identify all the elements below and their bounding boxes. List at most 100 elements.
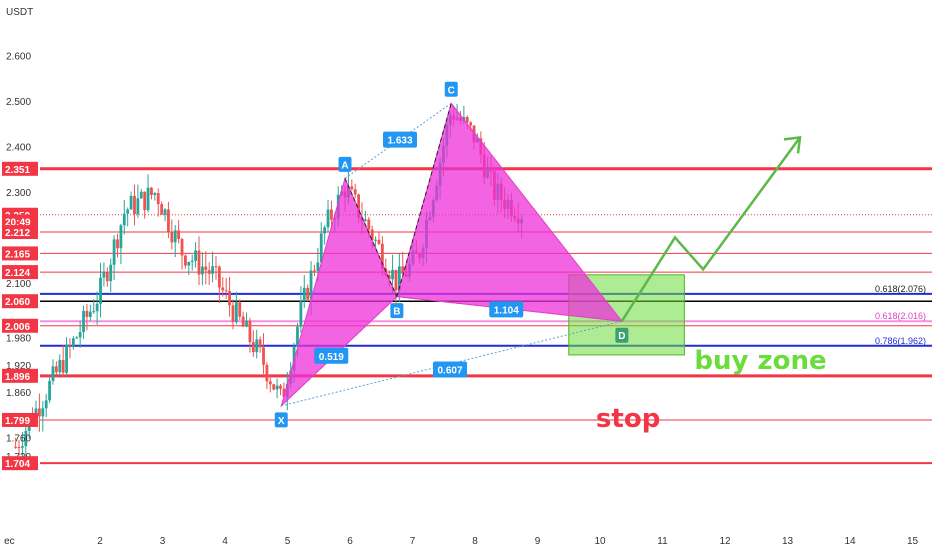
- candle-body: [313, 270, 316, 272]
- candle-body: [353, 189, 357, 195]
- candle-body: [177, 230, 181, 240]
- y-tick-label: 2.600: [6, 52, 31, 63]
- candle-body: [323, 227, 327, 234]
- candle-body: [245, 320, 248, 327]
- candle-body: [204, 266, 208, 271]
- candle-body: [24, 430, 28, 447]
- x-tick-label: 8: [472, 536, 478, 547]
- candle-body: [14, 446, 18, 448]
- candle-body: [150, 187, 153, 195]
- price-badge: [2, 265, 38, 280]
- x-tick-label: 7: [410, 536, 416, 547]
- candle-body: [82, 310, 85, 333]
- ratio-label: 1.104: [494, 305, 519, 316]
- candle-body: [258, 339, 262, 348]
- stop-text: stop: [596, 404, 660, 434]
- candle-body: [316, 262, 320, 271]
- candle-body: [102, 272, 106, 278]
- candle-body: [272, 384, 276, 390]
- price-badge-label: 1.704: [5, 459, 30, 470]
- point-badge: [390, 303, 404, 319]
- point-badge: [274, 412, 288, 428]
- candle-body: [126, 209, 130, 214]
- ratio-label: 0.519: [319, 352, 344, 363]
- candle-body: [326, 209, 330, 228]
- xd-connector: [281, 320, 622, 407]
- point-badge: [444, 81, 458, 97]
- candle-body: [105, 272, 109, 282]
- ratio-label: 1.633: [387, 136, 412, 147]
- candle-body: [228, 290, 231, 306]
- candle-body: [133, 195, 136, 215]
- candle-body: [397, 266, 401, 291]
- time-axis[interactable]: ec 2 3 4 5 6 7 8 9 10 11 12 13 14 15: [4, 536, 918, 547]
- candle-body: [184, 255, 187, 266]
- price-badge-label: 2.165: [5, 249, 30, 260]
- candle-body: [357, 194, 361, 218]
- fib-level-label: 0.786(1.962): [875, 336, 926, 346]
- candle-body: [265, 364, 269, 382]
- candle-body: [255, 339, 259, 353]
- candle-body: [44, 400, 48, 409]
- point-badge: [338, 156, 352, 172]
- price-badge-label: 1.896: [5, 372, 30, 383]
- currency-label: USDT: [6, 7, 33, 18]
- candle-body: [241, 316, 245, 327]
- price-badge-label: 1.799: [5, 416, 30, 427]
- candle-body: [238, 302, 242, 317]
- candle-body: [95, 303, 99, 312]
- candle-body: [61, 359, 65, 373]
- candle-body: [136, 198, 140, 215]
- candle-body: [319, 233, 323, 263]
- candle-body: [51, 366, 55, 382]
- candle-body: [217, 266, 221, 288]
- candle-body: [224, 290, 228, 292]
- x-tick-label: 12: [719, 536, 731, 547]
- fib-level-label: 0.618(2.076): [875, 284, 926, 294]
- price-badge-label: 2.006: [5, 322, 30, 333]
- price-badge-label: 2.124: [5, 268, 30, 279]
- candle-body: [363, 219, 367, 221]
- y-tick-label: 2.300: [6, 188, 31, 199]
- candle-body: [194, 250, 198, 261]
- candle-body: [268, 381, 272, 385]
- y-tick-label: 1.920: [6, 361, 31, 372]
- price-badge: [2, 456, 38, 471]
- candle-body: [197, 250, 201, 275]
- point-badge: [615, 327, 629, 343]
- candle-body: [367, 219, 371, 230]
- candle-body: [41, 408, 45, 417]
- x-tick-label: 3: [160, 536, 166, 547]
- candle-body: [119, 225, 123, 249]
- point-label: X: [278, 416, 285, 427]
- pattern-triangle: [280, 176, 398, 408]
- candle-body: [112, 239, 116, 265]
- candle-body: [173, 230, 177, 243]
- candle-body: [153, 193, 157, 195]
- projection-line: [620, 136, 802, 322]
- price-axis[interactable]: USDT2.6002.5002.4002.3002.1001.9801.9201…: [2, 7, 38, 471]
- ratio-badge: [433, 361, 467, 378]
- price-badge: [2, 412, 38, 427]
- price-badge-label: 2.351: [5, 165, 30, 176]
- candle-body: [163, 209, 167, 215]
- harmonic-pattern: X A B C D 1.633 0.519 0.607 1.104: [274, 81, 629, 428]
- candle-body: [306, 287, 310, 300]
- x-tick-label: 15: [907, 536, 919, 547]
- candle-body: [234, 302, 238, 322]
- bd-connector: [396, 296, 622, 322]
- projection-arrowhead: [783, 135, 802, 154]
- candle-body: [54, 366, 58, 373]
- y-tick-label: 2.400: [6, 143, 31, 154]
- x-tick-label: 10: [594, 536, 606, 547]
- candle-body: [99, 277, 102, 304]
- candle-body: [370, 229, 374, 241]
- pattern-triangle: [396, 102, 623, 322]
- candle-body: [394, 269, 398, 291]
- candle-body: [116, 239, 119, 249]
- candle-body: [231, 305, 235, 322]
- candle-body: [75, 337, 79, 339]
- x-tick-label: 13: [782, 536, 794, 547]
- candle-body: [21, 446, 24, 448]
